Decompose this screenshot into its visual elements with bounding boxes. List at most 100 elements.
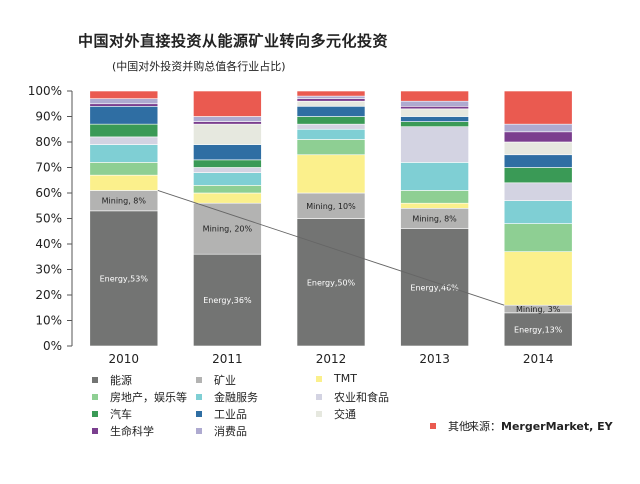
bar-segment	[193, 144, 262, 161]
legend-item: 农业和食品	[316, 389, 389, 405]
legend-item: 矿业	[196, 372, 236, 388]
bar-segment	[503, 312, 573, 347]
y-tick-label: 40%	[35, 237, 62, 251]
y-tick-label: 70%	[35, 161, 62, 175]
bar-segment	[296, 100, 366, 107]
chart-subtitle: (中国对外投资并购总值各行业占比)	[112, 60, 286, 73]
legend-item: 交通	[316, 406, 356, 422]
bar-segment	[296, 139, 366, 156]
bar-segment	[296, 95, 366, 99]
bar-segment	[503, 123, 573, 133]
legend-label: 汽车	[110, 408, 132, 421]
legend-swatch	[196, 428, 202, 434]
y-tick-label: 0%	[43, 339, 62, 353]
legend-label: 金融服务	[214, 391, 258, 404]
data-label: Energy,53%	[100, 274, 149, 283]
legend-label: 其他	[448, 420, 470, 433]
y-tick-label: 30%	[35, 263, 62, 277]
legend-item: 消费品	[196, 423, 247, 439]
bar-segment	[400, 190, 469, 204]
bar-segment	[400, 126, 469, 163]
bar-segment	[193, 116, 262, 122]
legend-swatch	[92, 411, 98, 417]
legend-swatch	[92, 428, 98, 434]
bar-segment	[193, 121, 262, 125]
legend-swatch	[316, 375, 322, 382]
y-tick-label: 10%	[35, 314, 62, 328]
bar-segment	[193, 253, 262, 347]
bar-segment	[400, 100, 469, 107]
legend-label: 矿业	[214, 374, 236, 387]
trend-line	[157, 190, 505, 306]
data-label: Energy,36%	[203, 296, 252, 305]
bar-segment	[193, 172, 262, 186]
data-label: Mining, 3%	[516, 305, 561, 314]
bar-segment	[89, 103, 159, 107]
legend-item: 能源	[92, 372, 132, 388]
legend-item: 汽车	[92, 406, 132, 422]
bar-segment	[400, 202, 469, 209]
bar-segment	[503, 167, 573, 184]
legend-swatch	[196, 411, 202, 417]
legend-label: 能源	[110, 374, 132, 387]
bar-segment	[296, 116, 366, 125]
legend-item: 工业品	[196, 406, 247, 422]
x-tick-label: 2012	[316, 352, 347, 366]
legend-item: 其他	[430, 418, 470, 434]
legend-label: 消费品	[214, 425, 247, 438]
x-tick-label: 2013	[419, 352, 450, 366]
y-tick-label: 50%	[35, 212, 62, 226]
bar-segment	[503, 90, 573, 125]
source-text: MergerMarket, EY	[501, 420, 613, 433]
y-tick-label: 20%	[35, 288, 62, 302]
bar-segment	[400, 116, 469, 122]
data-label: Energy,50%	[307, 278, 356, 287]
bar-segment	[193, 185, 262, 194]
legend-item: TMT	[316, 372, 357, 385]
bar-segment	[296, 128, 366, 140]
y-tick-label: 100%	[28, 84, 62, 98]
x-tick-label: 2014	[523, 352, 554, 366]
legend-label: TMT	[334, 372, 357, 385]
bar-segment	[296, 90, 366, 97]
source-prefix: 来源：	[468, 420, 501, 433]
data-label: Mining, 8%	[102, 197, 147, 206]
bar-segment	[89, 136, 159, 145]
bar-segment	[400, 90, 469, 102]
x-tick-label: 2010	[109, 352, 140, 366]
legend-swatch	[92, 394, 98, 400]
legend-swatch	[92, 377, 98, 383]
bar-segment	[503, 154, 573, 168]
data-label: Energy,46%	[410, 283, 459, 292]
legend-label: 交通	[334, 408, 356, 421]
data-label: Mining, 10%	[306, 202, 356, 211]
legend-label: 房地产，娱乐等	[110, 391, 187, 404]
legend-label: 农业和食品	[334, 391, 389, 404]
bar-segment	[193, 123, 262, 145]
data-label: Energy,13%	[514, 325, 563, 334]
chart-title: 中国对外直接投资从能源矿业转向多元化投资	[78, 32, 389, 50]
bar-segment	[296, 106, 366, 117]
bar-segment	[503, 131, 573, 143]
bar-segment	[193, 167, 262, 173]
bar-segment	[296, 123, 366, 130]
x-tick-label: 2011	[212, 352, 243, 366]
bar-segment	[89, 106, 159, 125]
bar-segment	[400, 162, 469, 191]
bar-segment	[89, 144, 159, 163]
bar-segment	[193, 159, 262, 168]
bar-segment	[193, 192, 262, 204]
bar-segment	[400, 106, 469, 110]
legend-swatch	[316, 411, 322, 417]
bar-segment	[296, 218, 366, 347]
data-label: Mining, 20%	[203, 225, 253, 234]
legend-item: 房地产，娱乐等	[92, 389, 187, 405]
bar-segment	[400, 121, 469, 127]
legend-swatch	[196, 394, 202, 400]
bar-segment	[400, 108, 469, 117]
y-tick-label: 60%	[35, 186, 62, 200]
bar-segment	[296, 98, 366, 102]
bar-segment	[89, 210, 159, 347]
legend-label: 工业品	[214, 408, 247, 421]
